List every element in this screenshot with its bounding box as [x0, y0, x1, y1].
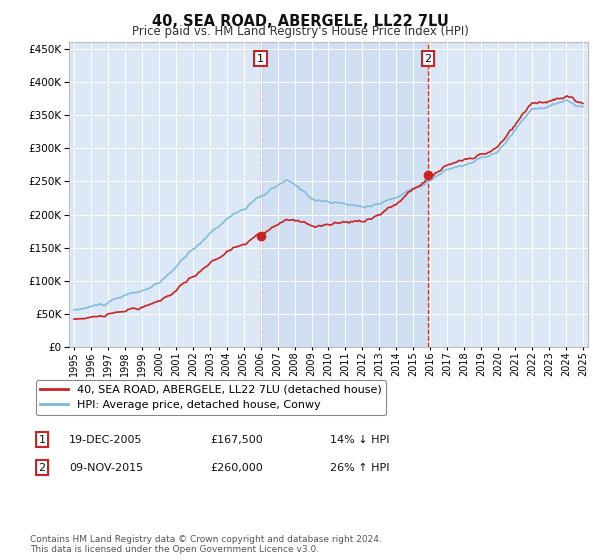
Text: 40, SEA ROAD, ABERGELE, LL22 7LU: 40, SEA ROAD, ABERGELE, LL22 7LU	[152, 14, 448, 29]
Bar	[260, 42, 428, 347]
Text: 1: 1	[38, 435, 46, 445]
Text: 1: 1	[257, 54, 264, 64]
Text: 09-NOV-2015: 09-NOV-2015	[69, 463, 143, 473]
Legend: 40, SEA ROAD, ABERGELE, LL22 7LU (detached house), HPI: Average price, detached : 40, SEA ROAD, ABERGELE, LL22 7LU (detach…	[35, 380, 386, 415]
Text: 26% ↑ HPI: 26% ↑ HPI	[330, 463, 389, 473]
Text: 19-DEC-2005: 19-DEC-2005	[69, 435, 143, 445]
Text: £167,500: £167,500	[210, 435, 263, 445]
Text: £260,000: £260,000	[210, 463, 263, 473]
Text: 2: 2	[424, 54, 431, 64]
Text: 2: 2	[38, 463, 46, 473]
Text: Contains HM Land Registry data © Crown copyright and database right 2024.
This d: Contains HM Land Registry data © Crown c…	[30, 535, 382, 554]
Text: 14% ↓ HPI: 14% ↓ HPI	[330, 435, 389, 445]
Text: Price paid vs. HM Land Registry's House Price Index (HPI): Price paid vs. HM Land Registry's House …	[131, 25, 469, 38]
